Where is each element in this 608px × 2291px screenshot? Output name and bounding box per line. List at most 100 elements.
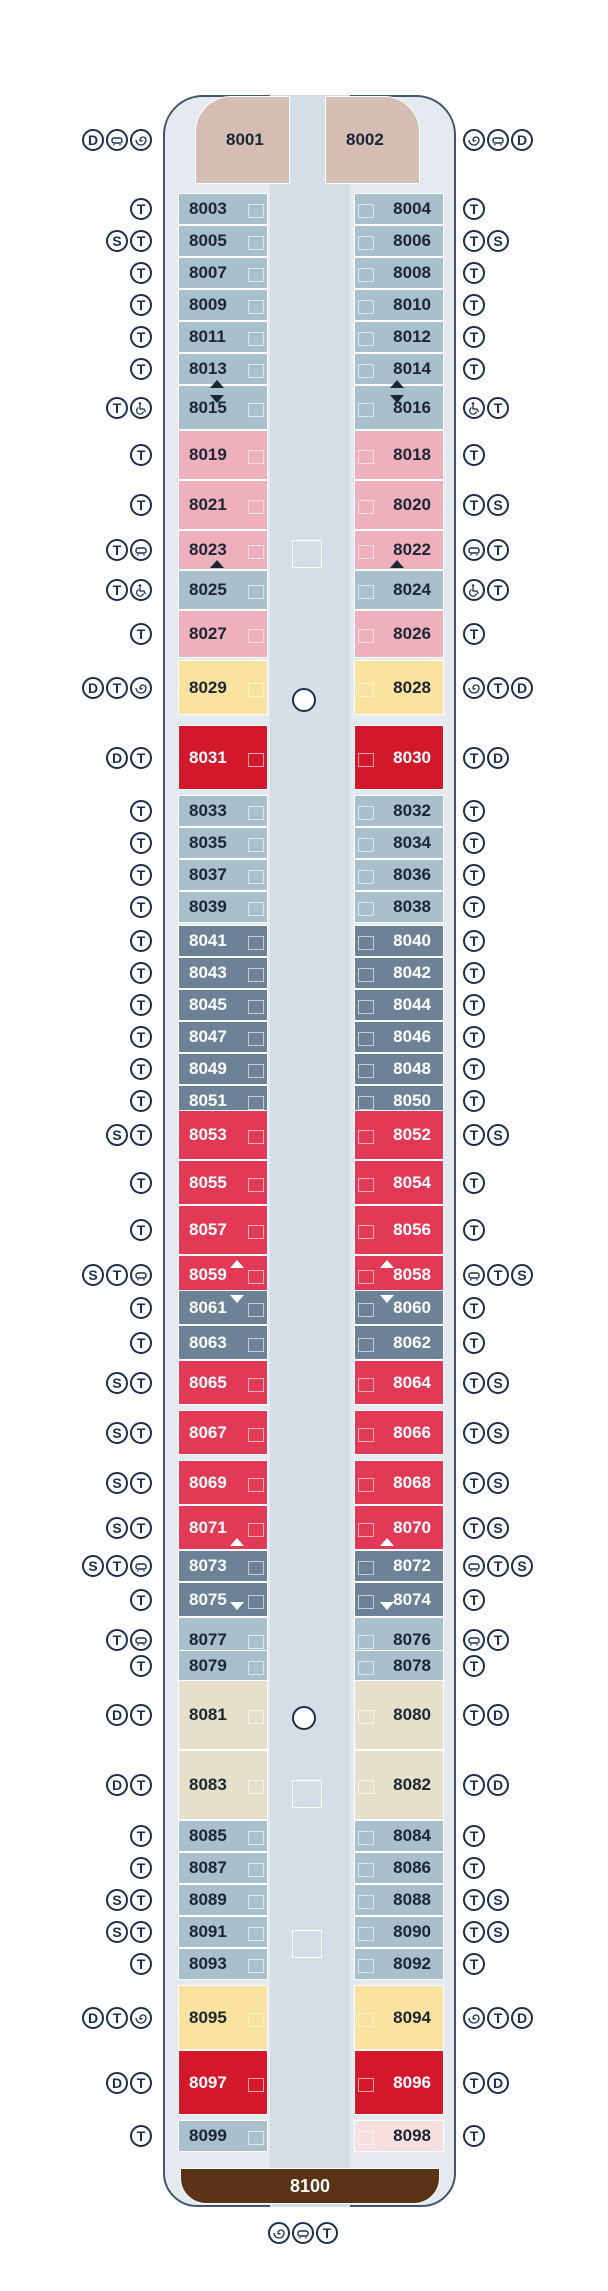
cabin-8060[interactable]: 8060 [354,1290,444,1325]
cabin-8020[interactable]: 8020 [354,480,444,530]
cabin-8090[interactable]: 8090 [354,1916,444,1948]
cabin-8083[interactable]: 8083 [178,1750,268,1820]
cabin-8025[interactable]: 8025 [178,570,268,610]
cabin-8093[interactable]: 8093 [178,1948,268,1980]
cabin-8011[interactable]: 8011 [178,321,268,353]
cabin-8033[interactable]: 8033 [178,795,268,827]
cabin-8030[interactable]: 8030 [354,725,444,790]
cabin-8008[interactable]: 8008 [354,257,444,289]
cabin-8012[interactable]: 8012 [354,321,444,353]
cabin-8081[interactable]: 8081 [178,1680,268,1750]
cabin-8031[interactable]: 8031 [178,725,268,790]
cabin-8010[interactable]: 8010 [354,289,444,321]
cabin-8035[interactable]: 8035 [178,827,268,859]
cabin-8006[interactable]: 8006 [354,225,444,257]
cabin-8070[interactable]: 8070 [354,1505,444,1550]
twin-beds-icon: T [463,1471,485,1494]
cabin-8036[interactable]: 8036 [354,859,444,891]
cabin-8002[interactable]: 8002 [325,96,420,184]
cabin-8009[interactable]: 8009 [178,289,268,321]
sofa-bed-icon: S [106,1124,128,1146]
cabin-8091[interactable]: 8091 [178,1916,268,1948]
cabin-8005[interactable]: 8005 [178,225,268,257]
cabin-8047[interactable]: 8047 [178,1021,268,1053]
cabin-8038[interactable]: 8038 [354,891,444,923]
twin-beds-icon: T [130,800,152,822]
cabin-8042[interactable]: 8042 [354,957,444,989]
cabin-8065[interactable]: 8065 [178,1360,268,1405]
cabin-8048[interactable]: 8048 [354,1053,444,1085]
cabin-8085[interactable]: 8085 [178,1820,268,1852]
cabin-8013[interactable]: 8013 [178,353,268,385]
cabin-8057[interactable]: 8057 [178,1205,268,1255]
cabin-8087[interactable]: 8087 [178,1852,268,1884]
cabin-8068[interactable]: 8068 [354,1460,444,1505]
cabin-8016[interactable]: 8016 [354,385,444,430]
cabin-8092[interactable]: 8092 [354,1948,444,1980]
cabin-8073[interactable]: 8073 [178,1550,268,1582]
cabin-8024[interactable]: 8024 [354,570,444,610]
cabin-8034[interactable]: 8034 [354,827,444,859]
cabin-8007[interactable]: 8007 [178,257,268,289]
cabin-8039[interactable]: 8039 [178,891,268,923]
cabin-8054[interactable]: 8054 [354,1160,444,1205]
cabin-8061[interactable]: 8061 [178,1290,268,1325]
cabin-8086[interactable]: 8086 [354,1852,444,1884]
cabin-8097[interactable]: 8097 [178,2050,268,2115]
cabin-8075[interactable]: 8075 [178,1582,268,1617]
cabin-8021[interactable]: 8021 [178,480,268,530]
cabin-8037[interactable]: 8037 [178,859,268,891]
cabin-8027[interactable]: 8027 [178,610,268,658]
cabin-8079[interactable]: 8079 [178,1650,268,1682]
cabin-8044[interactable]: 8044 [354,989,444,1021]
cabin-8094[interactable]: 8094 [354,1985,444,2050]
cabin-8069[interactable]: 8069 [178,1460,268,1505]
cabin-8063[interactable]: 8063 [178,1325,268,1360]
cabin-8045[interactable]: 8045 [178,989,268,1021]
cabin-8032[interactable]: 8032 [354,795,444,827]
cabin-8049[interactable]: 8049 [178,1053,268,1085]
cabin-8058[interactable]: 8058 [354,1255,444,1295]
cabin-8096[interactable]: 8096 [354,2050,444,2115]
cabin-8046[interactable]: 8046 [354,1021,444,1053]
cabin-8003[interactable]: 8003 [178,193,268,225]
cabin-8062[interactable]: 8062 [354,1325,444,1360]
cabin-8067[interactable]: 8067 [178,1410,268,1455]
cabin-8026[interactable]: 8026 [354,610,444,658]
cabin-8001[interactable]: 8001 [195,96,290,184]
cabin-8082[interactable]: 8082 [354,1750,444,1820]
cabin-8014[interactable]: 8014 [354,353,444,385]
cabin-8004[interactable]: 8004 [354,193,444,225]
cabin-8043[interactable]: 8043 [178,957,268,989]
cabin-8100[interactable]: 8100 [180,2168,440,2204]
cabin-8028[interactable]: 8028 [354,660,444,715]
cabin-8099[interactable]: 8099 [178,2120,268,2152]
cabin-8080[interactable]: 8080 [354,1680,444,1750]
cabin-8019[interactable]: 8019 [178,430,268,480]
cabin-8053[interactable]: 8053 [178,1110,268,1160]
cabin-8059[interactable]: 8059 [178,1255,268,1295]
cabin-8095[interactable]: 8095 [178,1985,268,2050]
cabin-8040[interactable]: 8040 [354,925,444,957]
cabin-8084[interactable]: 8084 [354,1820,444,1852]
cabin-8041[interactable]: 8041 [178,925,268,957]
cabin-8015[interactable]: 8015 [178,385,268,430]
cabin-8089[interactable]: 8089 [178,1884,268,1916]
cabin-8098[interactable]: 8098 [354,2120,444,2152]
cabin-8072[interactable]: 8072 [354,1550,444,1582]
cabin-8056[interactable]: 8056 [354,1205,444,1255]
cabin-8018[interactable]: 8018 [354,430,444,480]
cabin-8055[interactable]: 8055 [178,1160,268,1205]
cabin-8078[interactable]: 8078 [354,1650,444,1682]
cabin-8064[interactable]: 8064 [354,1360,444,1405]
bathtub-icon [130,1555,152,1577]
connecting-door-arrow [210,380,224,388]
double-bed-icon: D [82,676,104,699]
cabin-8088[interactable]: 8088 [354,1884,444,1916]
cabin-8052[interactable]: 8052 [354,1110,444,1160]
cabin-8074[interactable]: 8074 [354,1582,444,1617]
cabin-8066[interactable]: 8066 [354,1410,444,1455]
cabin-8071[interactable]: 8071 [178,1505,268,1550]
cabin-8029[interactable]: 8029 [178,660,268,715]
